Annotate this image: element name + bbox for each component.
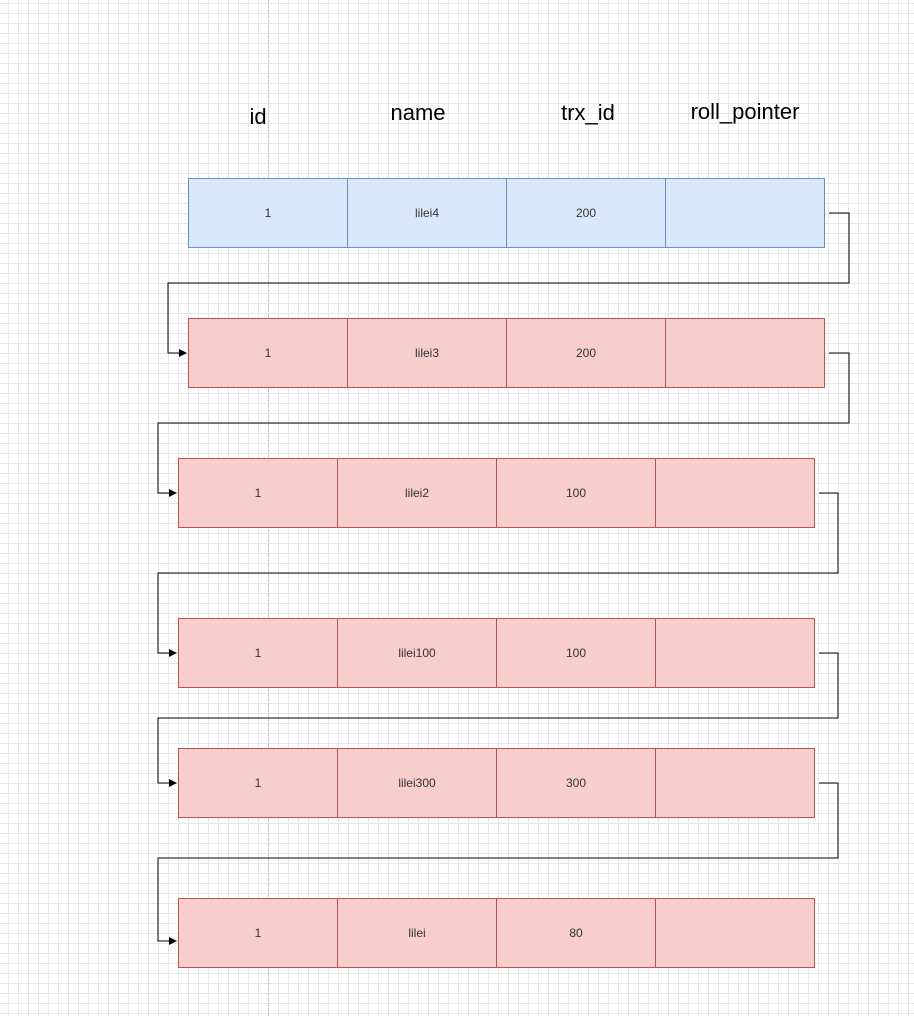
undo-log-record-row[interactable]: 1 lilei 80 (178, 898, 815, 968)
column-header-trx-id: trx_id (561, 100, 615, 125)
cell-trx-id: 300 (496, 748, 656, 818)
cell-name: lilei (337, 898, 497, 968)
cell-id: 1 (178, 618, 338, 688)
cell-roll-pointer (665, 318, 825, 388)
cell-trx-id: 200 (506, 318, 666, 388)
column-header-name: name (390, 100, 446, 125)
cell-id: 1 (188, 318, 348, 388)
cell-id: 1 (178, 458, 338, 528)
undo-log-record-row[interactable]: 1 lilei2 100 (178, 458, 815, 528)
cell-name: lilei4 (347, 178, 507, 248)
undo-log-record-row[interactable]: 1 lilei100 100 (178, 618, 815, 688)
cell-name: lilei3 (347, 318, 507, 388)
undo-log-record-row[interactable]: 1 lilei3 200 (188, 318, 825, 388)
cell-trx-id: 100 (496, 618, 656, 688)
cell-roll-pointer (655, 748, 815, 818)
cell-name: lilei100 (337, 618, 497, 688)
undo-log-record-row[interactable]: 1 lilei300 300 (178, 748, 815, 818)
column-header-roll-pointer: roll_pointer (690, 99, 800, 124)
cell-roll-pointer (655, 618, 815, 688)
current-record-row[interactable]: 1 lilei4 200 (188, 178, 825, 248)
cell-trx-id: 80 (496, 898, 656, 968)
cell-trx-id: 200 (506, 178, 666, 248)
cell-roll-pointer (665, 178, 825, 248)
cell-roll-pointer (655, 458, 815, 528)
cell-id: 1 (188, 178, 348, 248)
cell-id: 1 (178, 898, 338, 968)
cell-roll-pointer (655, 898, 815, 968)
column-header-id: id (249, 104, 267, 129)
cell-id: 1 (178, 748, 338, 818)
cell-name: lilei2 (337, 458, 497, 528)
cell-name: lilei300 (337, 748, 497, 818)
cell-trx-id: 100 (496, 458, 656, 528)
